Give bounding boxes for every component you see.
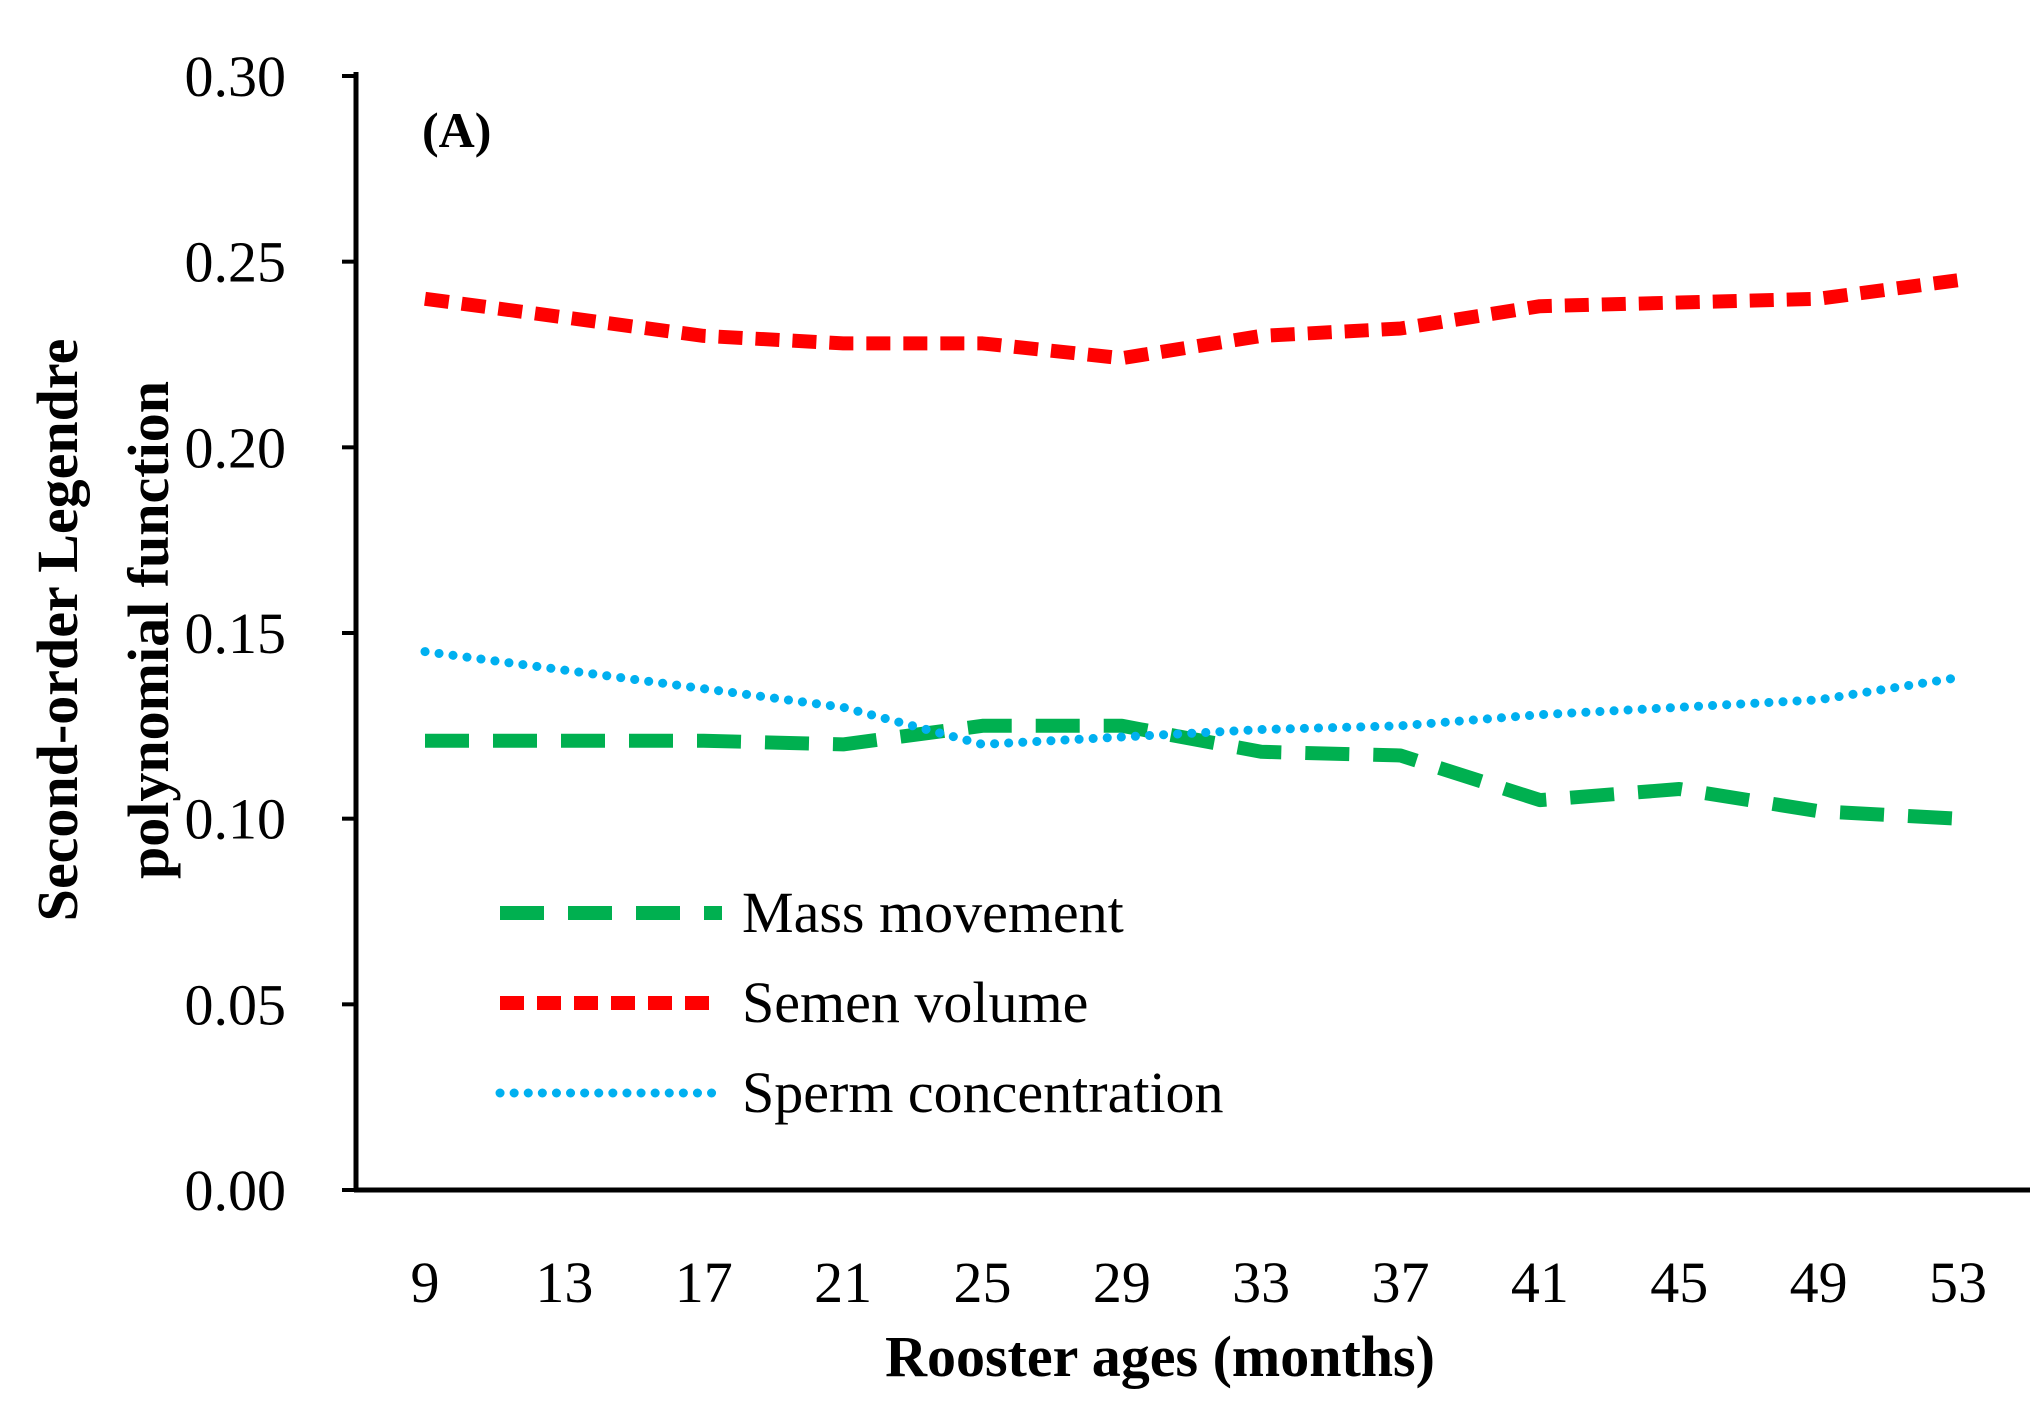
x-tick-label: 33 — [1232, 1250, 1290, 1315]
y-tick-label: 0.30 — [185, 44, 287, 109]
y-tick-label: 0.10 — [185, 787, 287, 852]
series-line-mass-movement — [425, 718, 1959, 826]
y-tick-label: 0.15 — [185, 601, 287, 666]
legend: Mass movement Semen volume Sperm concent… — [495, 880, 1224, 1125]
legend-label-semen-volume: Semen volume — [742, 970, 1088, 1035]
x-tick-label: 13 — [535, 1250, 593, 1315]
x-tick-label: 37 — [1372, 1250, 1430, 1315]
y-axis-title-line-1: Second-order Legendre — [25, 339, 90, 922]
x-tick-label: 21 — [814, 1250, 872, 1315]
x-tick-label: 41 — [1511, 1250, 1569, 1315]
x-tick-label: 49 — [1790, 1250, 1848, 1315]
y-tick-label: 0.20 — [185, 415, 287, 480]
y-tick-label: 0.05 — [185, 972, 287, 1037]
legend-label-sperm-concentration: Sperm concentration — [742, 1060, 1224, 1125]
y-axis-title-line-2: polynomial function — [116, 381, 181, 879]
series-group — [420, 273, 1963, 826]
x-ticks: 9 13 17 21 25 29 33 37 41 45 49 53 — [411, 1250, 1988, 1315]
series-line-semen-volume — [424, 273, 1959, 366]
y-ticks: 0.00 0.05 0.10 0.15 0.20 0.25 0.30 — [185, 44, 356, 1223]
x-axis-title: Rooster ages (months) — [885, 1324, 1435, 1389]
y-tick-label: 0.25 — [185, 230, 287, 295]
legend-label-mass-movement: Mass movement — [742, 880, 1124, 945]
series-line-sperm-concentration — [420, 647, 1963, 749]
y-tick-label: 0.00 — [185, 1158, 287, 1223]
x-tick-label: 53 — [1929, 1250, 1987, 1315]
x-tick-label: 9 — [411, 1250, 440, 1315]
x-tick-label: 45 — [1650, 1250, 1708, 1315]
x-tick-label: 25 — [953, 1250, 1011, 1315]
axes — [353, 72, 2030, 1193]
panel-label: (A) — [422, 102, 491, 158]
x-tick-label: 29 — [1093, 1250, 1151, 1315]
x-tick-label: 17 — [675, 1250, 733, 1315]
